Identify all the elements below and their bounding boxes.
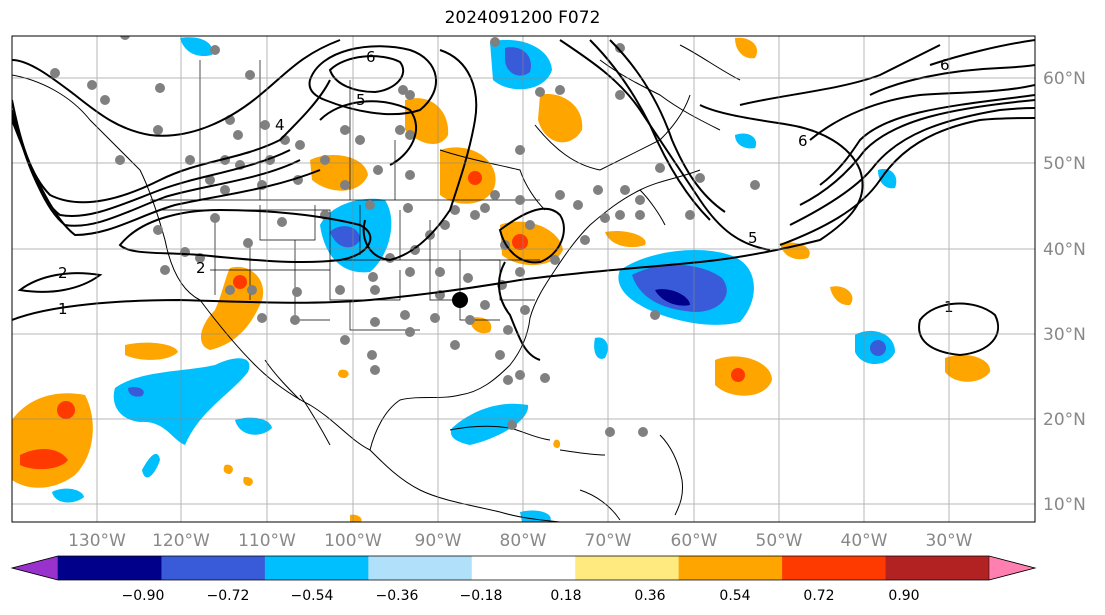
latitude-labels: 60°N 50°N 40°N 30°N 20°N 10°N [1043, 69, 1086, 515]
lon-label: 130°W [68, 531, 126, 551]
lon-label: 120°W [152, 531, 210, 551]
contour-label: 6 [798, 132, 808, 150]
station-dots [50, 36, 760, 437]
colorbar-extend-min [11, 555, 59, 581]
colorbar-extend-max [988, 555, 1036, 581]
lat-label: 60°N [1043, 69, 1086, 89]
colorbar-bin [575, 556, 680, 580]
colorbar-labels: −0.90 −0.72 −0.54 −0.36 −0.18 0.18 0.36 … [122, 588, 920, 604]
colorbar-tick-label: −0.54 [291, 588, 334, 604]
lon-label: 30°W [926, 531, 973, 551]
colorbar-bin [678, 556, 783, 580]
lon-label: 60°W [671, 531, 718, 551]
colorbar-bin [368, 556, 473, 580]
lon-label: 70°W [585, 531, 632, 551]
lat-label: 30°N [1043, 325, 1086, 345]
colorbar-bin [782, 556, 887, 580]
map-frame [11, 35, 1036, 523]
contour-label: 6 [366, 48, 376, 66]
colorbar [10, 555, 1037, 581]
longitude-labels: 130°W 120°W 110°W 100°W 90°W 80°W 70°W 6… [68, 531, 973, 551]
colorbar-tick-label: −0.18 [460, 588, 503, 604]
lon-label: 110°W [238, 531, 296, 551]
lat-label: 40°N [1043, 240, 1086, 260]
colorbar-tick-label: 0.90 [888, 588, 919, 604]
lon-label: 40°W [841, 531, 888, 551]
colorbar-bin [58, 556, 162, 580]
lon-label: 50°W [756, 531, 803, 551]
colorbar-bin [885, 556, 990, 580]
lat-label: 50°N [1043, 154, 1086, 174]
contour-label: 5 [748, 229, 758, 247]
colorbar-bin [471, 556, 576, 580]
contour-label: 5 [356, 91, 366, 109]
negative-anomaly-shading [52, 37, 897, 522]
colorbar-tick-label: 0.54 [719, 588, 750, 604]
contour-label: 1 [58, 300, 68, 318]
contour-label: 6 [940, 56, 950, 74]
colorbar-tick-label: −0.90 [122, 588, 165, 604]
contour-label: 4 [275, 116, 285, 134]
colorbar-tick-label: −0.36 [376, 588, 419, 604]
colorbar-tick-label: 0.72 [803, 588, 834, 604]
colorbar-bin [264, 556, 369, 580]
colorbar-tick-label: 0.18 [550, 588, 581, 604]
lat-label: 20°N [1043, 410, 1086, 430]
contour-label: 2 [196, 259, 206, 277]
height-contours [12, 39, 1035, 361]
lon-label: 80°W [500, 531, 547, 551]
lon-label: 100°W [324, 531, 382, 551]
lat-label: 10°N [1043, 495, 1086, 515]
colorbar-bin [161, 556, 266, 580]
contour-label: 2 [58, 264, 68, 282]
lon-label: 90°W [415, 531, 462, 551]
colorbar-outline [10, 555, 1037, 581]
map-title: 2024091200 F072 [444, 8, 601, 28]
colorbar-tick-label: −0.72 [207, 588, 250, 604]
colorbar-tick-label: 0.36 [634, 588, 665, 604]
graticule [12, 36, 1035, 522]
